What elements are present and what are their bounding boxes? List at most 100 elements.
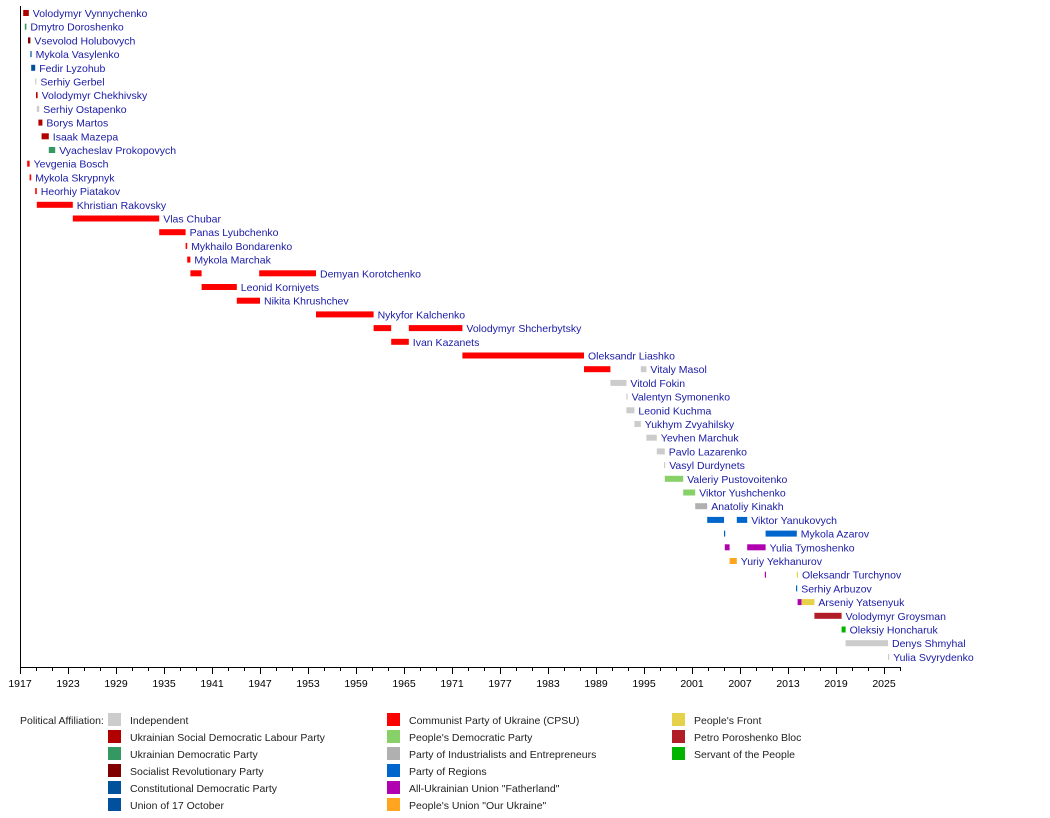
x-tick-label: 2001 (680, 678, 704, 690)
legend-swatch (108, 781, 121, 794)
prime-minister-label: Yukhym Zvyahilsky (645, 419, 735, 431)
term-bar (765, 530, 797, 537)
prime-minister-label: Vasyl Durdynets (669, 460, 745, 472)
term-bar (72, 215, 160, 222)
prime-minister-label: Nikita Khrushchev (264, 296, 349, 308)
x-tick-label: 1953 (296, 678, 320, 690)
term-bar (28, 37, 31, 44)
prime-minister-label: Valeriy Pustovoitenko (687, 474, 787, 486)
term-bar (664, 462, 666, 469)
prime-minister-label: Oleksandr Turchynov (802, 570, 902, 582)
prime-minister-label: Serhiy Ostapenko (43, 104, 127, 116)
term-bar (796, 585, 798, 592)
x-tick-label: 2025 (872, 678, 896, 690)
prime-minister-label: Vyacheslav Prokopovych (59, 145, 176, 157)
legend-swatch (672, 730, 685, 743)
legend-label: Ukrainian Social Democratic Labour Party (130, 732, 326, 744)
prime-minister-label: Vitaly Masol (650, 364, 706, 376)
legend-label: Ukrainian Democratic Party (130, 749, 259, 761)
prime-minister-label: Arseniy Yatsenyuk (818, 597, 905, 609)
prime-minister-label: Mykhailo Bondarenko (191, 241, 292, 253)
legend-swatch (387, 747, 400, 760)
term-bar (695, 503, 708, 510)
legend-label: Independent (130, 715, 188, 727)
x-tick-label: 2007 (728, 678, 752, 690)
term-bar (626, 407, 635, 414)
prime-minister-label: Anatoliy Kinakh (711, 501, 784, 513)
term-bar (664, 475, 684, 482)
term-bar (185, 242, 188, 249)
legend-swatch (387, 781, 400, 794)
x-tick-label: 1959 (344, 678, 368, 690)
x-tick-label: 1923 (56, 678, 80, 690)
term-bar (201, 284, 237, 290)
term-bar (36, 201, 73, 208)
prime-minister-label: Nykyfor Kalchenko (378, 309, 466, 321)
term-bar (316, 311, 374, 318)
legend-swatch (108, 747, 121, 760)
term-bar (845, 640, 888, 647)
prime-minister-label: Serhiy Arbuzov (801, 583, 872, 595)
term-bar (408, 325, 463, 332)
term-bar (656, 448, 665, 455)
term-bar (814, 612, 842, 619)
term-bar (796, 571, 798, 578)
term-bar (41, 133, 49, 140)
term-bar (38, 119, 43, 126)
prime-minister-label: Pavlo Lazarenko (669, 446, 747, 458)
term-bar (24, 23, 27, 30)
prime-minister-label: Oleksiy Honcharuk (850, 625, 939, 637)
prime-minister-label: Yulia Tymoshenko (770, 542, 855, 554)
term-bar (626, 393, 628, 400)
x-tick-label: 1941 (200, 678, 224, 690)
prime-minister-label: Volodymyr Chekhivsky (42, 90, 148, 102)
term-bar (23, 10, 29, 16)
term-bar (259, 270, 316, 277)
legend-label: Socialist Revolutionary Party (130, 766, 264, 778)
prime-minister-label: Volodymyr Groysman (846, 611, 947, 623)
x-tick-label: 1947 (248, 678, 272, 690)
legend-label: Constitutional Democratic Party (130, 783, 278, 795)
prime-minister-label: Yuriy Yekhanurov (741, 556, 823, 568)
term-bar (764, 571, 766, 578)
legend-label: Party of Industrialists and Entrepreneur… (409, 749, 596, 761)
term-bar (610, 379, 627, 386)
legend-swatch (108, 713, 121, 726)
legend-label: People's Front (694, 715, 761, 727)
term-bar (35, 78, 37, 85)
prime-minister-label: Vsevolod Holubovych (34, 35, 135, 47)
prime-minister-label: Denys Shmyhal (892, 638, 966, 650)
legend-label: Communist Party of Ukraine (CPSU) (409, 715, 579, 727)
legend-label: People's Union "Our Ukraine" (409, 800, 547, 812)
prime-minister-label: Panas Lyubchenko (190, 227, 279, 239)
prime-minister-label: Leonid Kuchma (638, 405, 711, 417)
prime-minister-label: Heorhiy Piatakov (41, 186, 121, 198)
term-bar (707, 516, 724, 523)
term-bar (373, 325, 392, 332)
x-tick-label: 1983 (536, 678, 560, 690)
prime-minister-label: Volodymyr Shcherbytsky (466, 323, 582, 335)
term-bar (729, 558, 737, 564)
legend-swatch (108, 798, 121, 811)
prime-minister-label: Valentyn Symonenko (632, 392, 731, 404)
legend-label: Union of 17 October (130, 800, 224, 812)
term-bar (36, 105, 40, 112)
term-bar (27, 160, 30, 167)
x-tick-label: 1917 (8, 678, 32, 690)
prime-minister-label: Demyan Korotchenko (320, 268, 421, 280)
x-tick-label: 1989 (584, 678, 608, 690)
legend-swatch (672, 713, 685, 726)
prime-minister-label: Serhiy Gerbel (40, 77, 104, 89)
prime-minister-label: Yevhen Marchuk (661, 433, 740, 445)
term-bar (391, 338, 409, 345)
term-bar (747, 544, 766, 551)
term-bar (30, 51, 32, 58)
x-tick-label: 1977 (488, 678, 512, 690)
prime-minister-label: Borys Martos (46, 118, 108, 130)
prime-minister-label: Yulia Svyrydenko (893, 652, 974, 664)
prime-minister-label: Yevgenia Bosch (34, 159, 109, 171)
prime-minister-label: Volodymyr Vynnychenko (33, 8, 148, 20)
term-bar (640, 366, 647, 373)
term-bar (187, 256, 191, 263)
prime-minister-label: Leonid Korniyets (241, 282, 319, 294)
